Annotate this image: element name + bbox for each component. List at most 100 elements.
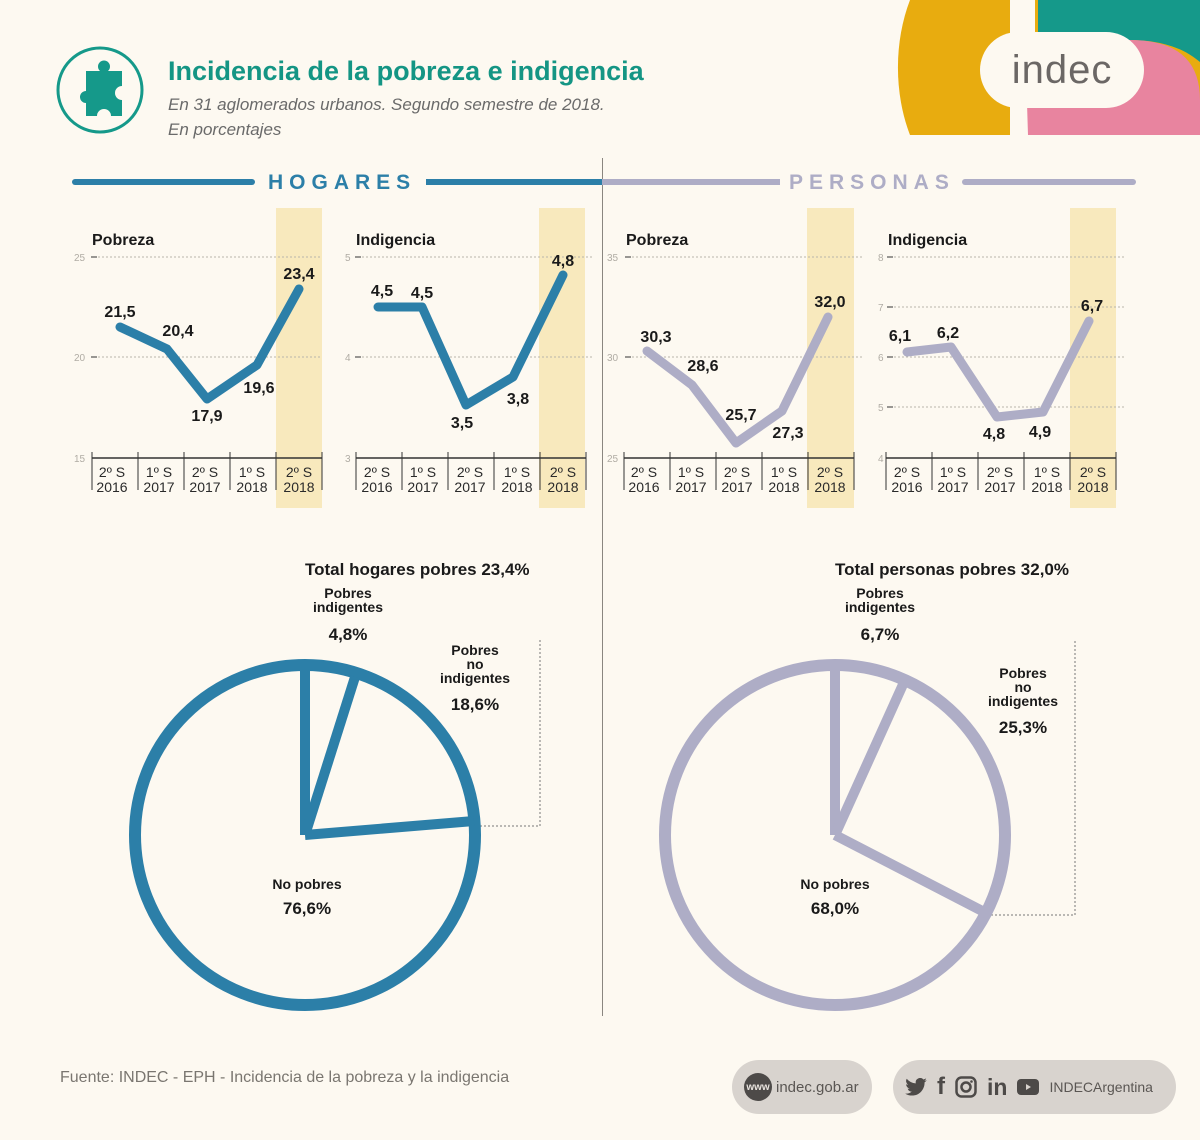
svg-text:19,6: 19,6 (243, 380, 274, 397)
svg-text:2016: 2016 (628, 479, 659, 495)
svg-text:1º S: 1º S (504, 464, 530, 480)
line-chart-hogares-pobreza: 25 20 15 21,5 20,4 17,9 19,6 23,4 2º S 20… (60, 208, 330, 508)
svg-text:2016: 2016 (96, 479, 127, 495)
svg-text:2º S: 2º S (286, 464, 312, 480)
svg-text:2016: 2016 (891, 479, 922, 495)
section-label-hogares: HOGARES (268, 171, 417, 194)
svg-text:1º S: 1º S (678, 464, 704, 480)
svg-text:2018: 2018 (236, 479, 267, 495)
svg-text:2º S: 2º S (724, 464, 750, 480)
globe-www-icon: www (744, 1073, 772, 1101)
svg-text:23,4: 23,4 (283, 266, 314, 283)
instagram-icon[interactable] (955, 1076, 977, 1098)
svg-text:4,5: 4,5 (371, 283, 393, 300)
svg-text:2017: 2017 (189, 479, 220, 495)
svg-text:6,2: 6,2 (937, 325, 959, 342)
chart-title: Indigencia (356, 232, 436, 249)
svg-text:5: 5 (878, 403, 884, 414)
svg-text:2018: 2018 (501, 479, 532, 495)
svg-text:1º S: 1º S (239, 464, 265, 480)
svg-text:27,3: 27,3 (772, 425, 803, 442)
svg-text:2º S: 2º S (817, 464, 843, 480)
svg-text:20,4: 20,4 (162, 323, 193, 340)
chart-title: Pobreza (92, 232, 155, 249)
svg-text:2017: 2017 (454, 479, 485, 495)
pie-chart-hogares (129, 640, 541, 1011)
svg-text:5: 5 (345, 253, 351, 264)
svg-text:4: 4 (345, 353, 351, 364)
svg-text:2º S: 2º S (894, 464, 920, 480)
puzzle-piece-icon (56, 46, 144, 134)
svg-text:3: 3 (345, 454, 351, 465)
svg-text:6,7: 6,7 (1081, 298, 1103, 315)
pie-title-personas: Total personas pobres 32,0% (835, 560, 1069, 579)
svg-text:6,1: 6,1 (889, 328, 911, 345)
social-handle[interactable]: INDECArgentina (1049, 1079, 1153, 1095)
page-title: Incidencia de la pobreza e indigencia (168, 56, 644, 86)
svg-text:2º S: 2º S (364, 464, 390, 480)
svg-text:28,6: 28,6 (687, 358, 718, 375)
pie-label-indigentes-personas: Pobres indigentes 6,7% (844, 585, 915, 644)
svg-text:4,9: 4,9 (1029, 424, 1051, 441)
svg-text:25: 25 (74, 253, 86, 264)
svg-text:35: 35 (607, 253, 619, 264)
youtube-icon[interactable] (1017, 1079, 1040, 1095)
subtitle-line-2: En porcentajes (168, 120, 282, 139)
personas-rule-left (602, 179, 780, 185)
website-link[interactable]: www indec.gob.ar (732, 1060, 872, 1114)
svg-text:4: 4 (878, 454, 884, 465)
svg-text:20: 20 (74, 353, 86, 364)
website-text: indec.gob.ar (776, 1078, 859, 1096)
indec-logo[interactable]: indec (980, 32, 1144, 108)
svg-text:15: 15 (74, 454, 86, 465)
svg-text:2017: 2017 (937, 479, 968, 495)
line-chart-personas-indigencia: 8 7 6 5 4 6,1 6,2 4,8 4,9 6,7 2º S 2016 1… (860, 208, 1140, 508)
svg-text:32,0: 32,0 (814, 294, 845, 311)
source-note: Fuente: INDEC - EPH - Incidencia de la p… (60, 1069, 510, 1086)
svg-text:1º S: 1º S (1034, 464, 1060, 480)
svg-text:2018: 2018 (1077, 479, 1108, 495)
svg-text:17,9: 17,9 (191, 408, 222, 425)
pie-title-hogares: Total hogares pobres 23,4% (305, 560, 530, 579)
svg-text:2017: 2017 (984, 479, 1015, 495)
pie-chart-personas (659, 640, 1076, 1011)
svg-text:2º S: 2º S (457, 464, 483, 480)
svg-text:1º S: 1º S (940, 464, 966, 480)
svg-text:2º S: 2º S (1080, 464, 1106, 480)
svg-text:7: 7 (878, 303, 884, 314)
personas-rule-right (962, 179, 1136, 185)
svg-text:2018: 2018 (768, 479, 799, 495)
pie-label-no-indigentes-hogares: Pobres no indigentes 18,6% (439, 642, 510, 714)
svg-text:4,8: 4,8 (552, 253, 574, 270)
linkedin-icon[interactable]: in (987, 1073, 1008, 1100)
pie-label-indigentes-hogares: Pobres indigentes 4,8% (312, 585, 383, 644)
svg-text:1º S: 1º S (410, 464, 436, 480)
svg-text:30,3: 30,3 (640, 329, 671, 346)
section-label-personas: PERSONAS (789, 171, 955, 194)
pie-label-no-pobres-hogares: No pobres 76,6% (272, 876, 342, 918)
svg-text:2017: 2017 (407, 479, 438, 495)
svg-text:2018: 2018 (283, 479, 314, 495)
svg-text:3,8: 3,8 (507, 391, 529, 408)
svg-text:2016: 2016 (361, 479, 392, 495)
page-subtitle: En 31 aglomerados urbanos. Segundo semes… (168, 92, 605, 142)
svg-text:2º S: 2º S (631, 464, 657, 480)
line-chart-personas-pobreza: 35 30 25 30,3 28,6 25,7 27,3 32,0 2º S 20… (600, 208, 870, 508)
svg-text:2º S: 2º S (987, 464, 1013, 480)
chart-title: Indigencia (888, 232, 968, 249)
svg-text:1º S: 1º S (771, 464, 797, 480)
svg-text:25: 25 (607, 454, 619, 465)
svg-text:8: 8 (878, 253, 884, 264)
hogares-rule-left (72, 179, 255, 185)
svg-text:2018: 2018 (1031, 479, 1062, 495)
svg-text:2017: 2017 (675, 479, 706, 495)
svg-text:21,5: 21,5 (104, 304, 135, 321)
svg-text:6: 6 (878, 353, 884, 364)
chart-title: Pobreza (626, 232, 689, 249)
facebook-icon[interactable]: f (937, 1073, 945, 1100)
social-links: f in INDECArgentina (893, 1060, 1176, 1114)
svg-text:2017: 2017 (143, 479, 174, 495)
twitter-icon[interactable] (905, 1078, 927, 1096)
svg-text:2018: 2018 (547, 479, 578, 495)
